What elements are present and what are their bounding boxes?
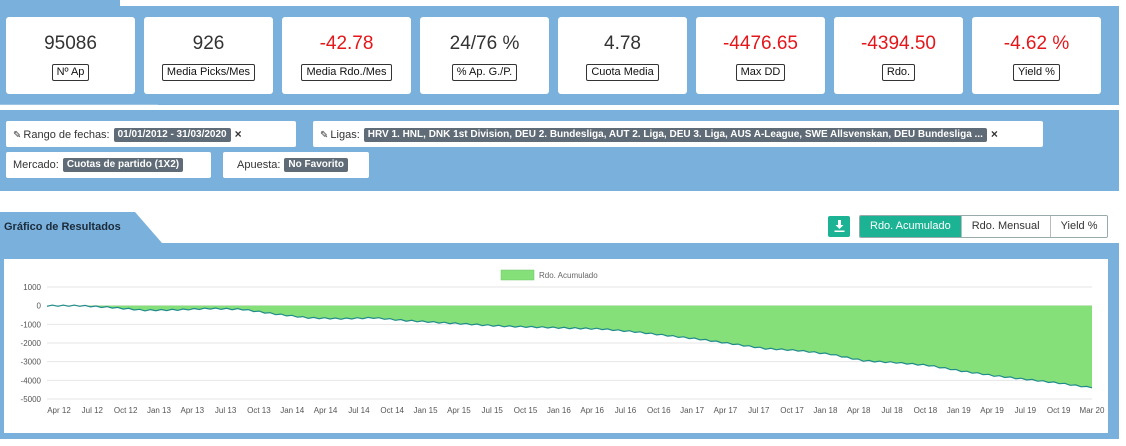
x-tick-label: Jan 14: [280, 406, 305, 415]
x-tick-label: Oct 19: [1047, 406, 1071, 415]
x-tick-label: Oct 15: [514, 406, 538, 415]
filter-value-badge: No Favorito: [284, 158, 348, 172]
stat-value: 95086: [44, 33, 97, 54]
x-tick-label: Jul 12: [82, 406, 104, 415]
stat-value: 926: [192, 33, 225, 54]
close-icon[interactable]: ×: [234, 127, 242, 141]
stat-value: -4394.50: [860, 33, 936, 54]
filter-value-badge: 01/01/2012 - 31/03/2020: [113, 128, 231, 142]
stat-card-win-loss-pct: 24/76 % % Ap. G./P.: [420, 17, 549, 94]
stat-value: 24/76 %: [449, 33, 520, 54]
x-tick-label: Jul 15: [482, 406, 504, 415]
stat-value: -4.62 %: [1003, 33, 1070, 54]
stat-value: -42.78: [319, 33, 374, 54]
close-icon[interactable]: ×: [990, 127, 998, 141]
x-tick-label: Apr 12: [47, 406, 71, 415]
x-tick-label: Oct 12: [114, 406, 138, 415]
y-tick-label: 1000: [23, 283, 41, 292]
stat-label: Media Picks/Mes: [161, 64, 256, 81]
stats-panel: 95086 Nº Ap 926 Media Picks/Mes -42.78 M…: [0, 6, 1119, 105]
stat-value: -4476.65: [722, 33, 798, 54]
x-tick-label: Apr 17: [714, 406, 738, 415]
chart-section-tab: [0, 212, 162, 243]
filter-bet[interactable]: Apuesta: No Favorito: [223, 152, 369, 178]
chart-view-toggle: Rdo. Acumulado Rdo. Mensual Yield %: [859, 215, 1109, 238]
download-icon: [834, 220, 844, 232]
x-tick-label: Oct 13: [247, 406, 271, 415]
y-tick-label: -4000: [21, 376, 42, 385]
y-tick-label: -1000: [21, 320, 42, 329]
filter-label: Ligas:: [330, 129, 360, 141]
stat-label: Rdo.: [881, 64, 916, 81]
x-tick-label: Apr 14: [314, 406, 338, 415]
stat-card-avg-result-month: -42.78 Media Rdo./Mes: [282, 17, 411, 94]
download-button[interactable]: [828, 216, 850, 237]
x-tick-label: Apr 16: [580, 406, 604, 415]
stat-label: Nº Ap: [51, 64, 90, 81]
x-tick-label: Jul 13: [215, 406, 237, 415]
legend-swatch: [500, 269, 535, 281]
stat-label: % Ap. G./P.: [451, 64, 518, 81]
filter-label: Mercado:: [13, 159, 59, 171]
filter-value-badge: HRV 1. HNL, DNK 1st Division, DEU 2. Bun…: [363, 128, 987, 142]
toggle-yield[interactable]: Yield %: [1049, 216, 1108, 237]
filters-panel: ✎ Rango de fechas: 01/01/2012 - 31/03/2020…: [0, 110, 1119, 191]
y-tick-label: -5000: [21, 395, 42, 404]
filter-market[interactable]: Mercado: Cuotas de partido (1X2): [6, 152, 211, 178]
stat-card-yield: -4.62 % Yield %: [972, 17, 1101, 94]
section-divider: [0, 104, 158, 105]
chart-panel: 1000 0 -1000 -2000 -3000 -4000 -5000 Apr 12 Jul …: [0, 243, 1119, 439]
pencil-icon: ✎: [13, 130, 22, 141]
filter-leagues[interactable]: ✎ Ligas: HRV 1. HNL, DNK 1st Division, DEU…: [313, 121, 1043, 147]
pencil-icon: ✎: [320, 130, 329, 141]
x-tick-label: Oct 18: [914, 406, 938, 415]
x-tick-label: Jan 17: [680, 406, 705, 415]
stat-label: Yield %: [1013, 64, 1060, 81]
filter-label: Rango de fechas:: [23, 129, 110, 141]
stat-card-avg-odds: 4.78 Cuota Media: [558, 17, 687, 94]
x-tick-label: Oct 17: [780, 406, 804, 415]
toggle-cumulative[interactable]: Rdo. Acumulado: [860, 216, 961, 237]
x-tick-label: Jan 15: [414, 406, 439, 415]
x-tick-label: Jan 19: [947, 406, 972, 415]
stat-label: Cuota Media: [586, 64, 659, 81]
top-tab-strip: [0, 0, 120, 6]
x-tick-label: Oct 16: [647, 406, 671, 415]
stat-card-result: -4394.50 Rdo.: [834, 17, 963, 94]
x-tick-label: Jul 14: [348, 406, 370, 415]
legend-label: Rdo. Acumulado: [539, 271, 598, 280]
stat-card-num-bets: 95086 Nº Ap: [6, 17, 135, 94]
x-tick-label: Jul 19: [1015, 406, 1037, 415]
filter-value-badge: Cuotas de partido (1X2): [62, 158, 184, 172]
x-tick-label: Apr 13: [181, 406, 205, 415]
series-area-rdo-acumulado: [47, 305, 1092, 388]
x-tick-label: Apr 19: [980, 406, 1004, 415]
toggle-monthly[interactable]: Rdo. Mensual: [960, 216, 1050, 237]
y-tick-label: 0: [37, 302, 42, 311]
x-tick-label: Jul 17: [748, 406, 770, 415]
x-tick-label: Jan 16: [547, 406, 572, 415]
x-tick-label: Jan 18: [813, 406, 838, 415]
x-tick-label: Jan 13: [147, 406, 172, 415]
x-tick-label: Mar 20: [1080, 406, 1105, 415]
y-tick-label: -3000: [21, 358, 42, 367]
series-line-rdo-acumulado: [46, 304, 1093, 389]
filter-label: Apuesta:: [237, 159, 281, 171]
x-tick-label: Jul 18: [881, 406, 903, 415]
x-tick-label: Oct 14: [380, 406, 404, 415]
x-tick-label: Apr 15: [447, 406, 471, 415]
y-tick-label: -2000: [21, 339, 42, 348]
stat-label: Media Rdo./Mes: [301, 64, 392, 81]
stat-value: 4.78: [604, 33, 641, 54]
stat-card-avg-picks-month: 926 Media Picks/Mes: [144, 17, 273, 94]
x-tick-label: Jul 16: [615, 406, 637, 415]
stat-label: Max DD: [735, 64, 786, 81]
chart-canvas: 1000 0 -1000 -2000 -3000 -4000 -5000 Apr 12 Jul …: [4, 259, 1108, 433]
results-area-chart: 1000 0 -1000 -2000 -3000 -4000 -5000 Apr 12 Jul …: [21, 269, 1105, 415]
x-tick-label: Apr 18: [847, 406, 871, 415]
stat-card-max-drawdown: -4476.65 Max DD: [696, 17, 825, 94]
filter-date-range[interactable]: ✎ Rango de fechas: 01/01/2012 - 31/03/2020…: [6, 121, 296, 147]
chart-section-title: Gráfico de Resultados: [4, 221, 121, 233]
